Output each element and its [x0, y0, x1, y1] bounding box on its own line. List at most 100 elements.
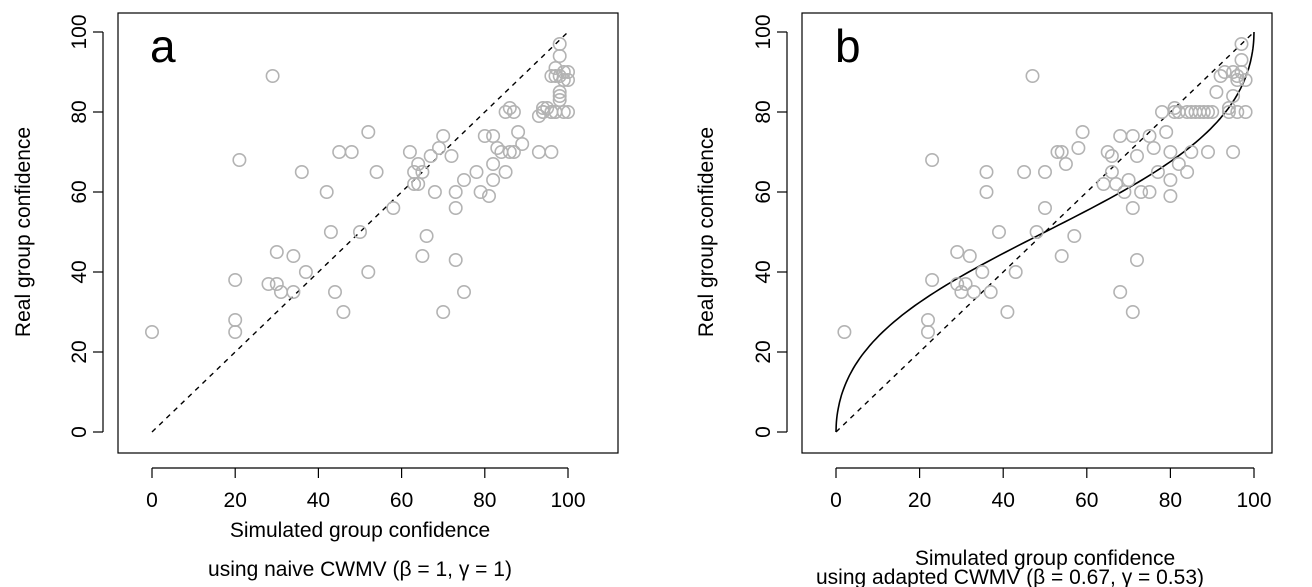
data-point [386, 201, 401, 216]
equals-b-1: = [1045, 566, 1069, 587]
data-point [1221, 101, 1236, 116]
data-point [469, 165, 484, 180]
data-point [991, 225, 1006, 240]
data-point [286, 284, 301, 299]
data-point [1067, 229, 1082, 244]
beta-symbol-a: β [399, 558, 411, 581]
gamma-symbol-a: γ [459, 558, 470, 581]
gamma-symbol-b: γ [1122, 566, 1133, 587]
data-point [294, 165, 309, 180]
data-point [1025, 69, 1040, 84]
data-point [1050, 145, 1065, 160]
data-point [448, 185, 463, 200]
data-point [552, 85, 567, 100]
data-point [1125, 304, 1140, 319]
data-point [1117, 185, 1132, 200]
y-tick-label: 20 [752, 340, 775, 363]
y-tick-label: 60 [752, 180, 775, 203]
data-point [1217, 65, 1232, 80]
fit-curve-b [835, 31, 1255, 433]
y-tick-label: 80 [68, 100, 91, 123]
data-point [1113, 129, 1128, 144]
data-point [1201, 105, 1216, 120]
data-point [427, 185, 442, 200]
data-point [966, 284, 981, 299]
data-point [975, 264, 990, 279]
data-point [332, 145, 347, 160]
data-point [1171, 157, 1186, 172]
data-point [323, 225, 338, 240]
data-point [344, 145, 359, 160]
data-point [560, 65, 575, 80]
panel-label-a: a [150, 20, 176, 72]
y-tick-label: 20 [68, 340, 91, 363]
data-point [415, 165, 430, 180]
data-point [1234, 52, 1249, 67]
y-axis-title-b: Real group confidence [695, 127, 718, 337]
data-point [481, 189, 496, 204]
data-point [145, 324, 160, 339]
data-point [1008, 264, 1023, 279]
x-tick-label: 80 [1159, 489, 1182, 512]
subtitle-prefix-b: using adapted CWMV ( [816, 566, 1033, 587]
data-point [369, 165, 384, 180]
y-axis-title-a: Real group confidence [12, 127, 35, 337]
data-point [1238, 105, 1253, 120]
x-tick-label: 40 [307, 489, 330, 512]
data-point [1104, 149, 1119, 164]
data-point [560, 73, 575, 88]
x-tick-label: 100 [1236, 489, 1271, 512]
equals-a-2: = [469, 558, 493, 581]
y-tick-label: 100 [752, 14, 775, 49]
data-point [506, 145, 521, 160]
panel-label-b: b [835, 20, 861, 72]
data-point [232, 153, 247, 168]
subtitle-prefix-a: using naive CWMV ( [208, 558, 399, 581]
data-point [1180, 165, 1195, 180]
data-point [925, 153, 940, 168]
data-point [448, 253, 463, 268]
data-point [1142, 129, 1157, 144]
plot-frame-a [117, 12, 619, 454]
data-point [1205, 105, 1220, 120]
data-point [1104, 165, 1119, 180]
data-point [1058, 157, 1073, 172]
sep-b: , [1110, 566, 1122, 587]
data-point [1150, 165, 1165, 180]
y-tick-label: 60 [68, 180, 91, 203]
data-point [837, 324, 852, 339]
y-tick-label: 100 [68, 14, 91, 49]
data-point [1234, 65, 1249, 80]
data-point [419, 229, 434, 244]
data-point [1230, 105, 1245, 120]
data-point [1113, 284, 1128, 299]
data-point [1184, 145, 1199, 160]
data-point [361, 125, 376, 140]
data-point [486, 173, 501, 188]
data-point [535, 101, 550, 116]
data-point [1226, 65, 1241, 80]
data-point [361, 264, 376, 279]
data-point [1054, 249, 1069, 264]
data-point [1130, 149, 1145, 164]
data-point [1201, 145, 1216, 160]
subtitle-suffix-b: ) [1197, 566, 1204, 587]
data-point [1054, 145, 1069, 160]
data-point [506, 105, 521, 120]
x-tick-label: 20 [224, 489, 247, 512]
data-point [1071, 141, 1086, 156]
data-point [1155, 105, 1170, 120]
data-point [1100, 145, 1115, 160]
data-point [552, 48, 567, 63]
x-ticks-a: 0 20 40 60 80 100 [146, 468, 586, 512]
x-axis-subtitle-b: using adapted CWMV (β = 0.67, γ = 0.53) [816, 566, 1204, 587]
data-point [486, 129, 501, 144]
panel-b: b 0 20 40 60 80 100 0 20 40 60 80 100 Real group c… [695, 12, 1273, 587]
data-point [327, 284, 342, 299]
data-point [436, 129, 451, 144]
data-point [490, 141, 505, 156]
data-point [319, 185, 334, 200]
data-point [269, 245, 284, 260]
data-points-b [837, 36, 1253, 339]
data-point [456, 284, 471, 299]
